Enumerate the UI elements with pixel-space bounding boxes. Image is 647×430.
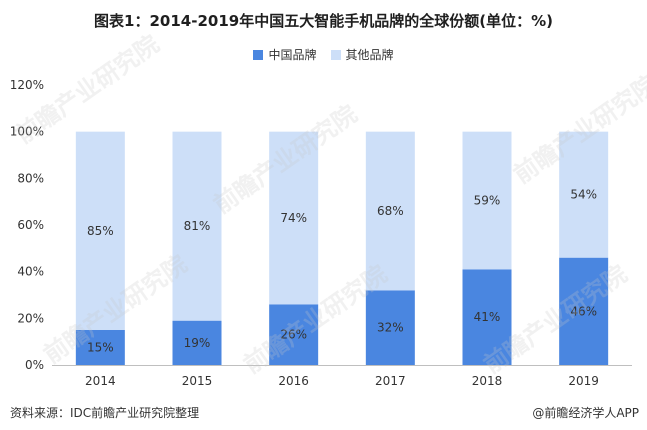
bar-china [269, 304, 319, 365]
bar-china [559, 257, 609, 365]
data-label: 15% [87, 341, 114, 355]
bar-other [462, 131, 512, 270]
brand-note: @前瞻经济学人APP [532, 406, 639, 420]
bar-china [462, 269, 512, 365]
x-tick-label: 2017 [375, 374, 406, 388]
bar-china [75, 330, 125, 365]
legend-swatch-other [330, 49, 341, 60]
bar-china [172, 320, 222, 365]
y-tick-label: 20% [17, 311, 44, 325]
source-note: 资料来源：IDC前瞻产业研究院整理 [10, 406, 200, 420]
y-tick-label: 60% [17, 218, 44, 232]
bar-other [172, 131, 222, 321]
bar-other [559, 131, 609, 258]
x-tick-label: 2019 [568, 374, 599, 388]
legend-label-other: 其他品牌 [345, 48, 394, 62]
stacked-bar-chart: 0% 20% 40% 60% 80% 100% 120% 15% 85% 2014 19% 81% 20… [10, 78, 632, 388]
x-tick-label: 2014 [85, 374, 116, 388]
data-label: 32% [377, 321, 404, 335]
data-label: 68% [377, 204, 404, 218]
x-tick-label: 2015 [182, 374, 213, 388]
data-label: 81% [184, 219, 211, 233]
bar-other [269, 131, 319, 305]
bar-china [365, 290, 415, 365]
data-label: 26% [280, 328, 307, 342]
bar-other [365, 131, 415, 291]
legend-item-other: 其他品牌 [330, 46, 394, 63]
data-label: 41% [474, 310, 501, 324]
data-label: 46% [570, 304, 597, 318]
x-tick-label: 2018 [472, 374, 503, 388]
legend: 中国品牌 其他品牌 [0, 46, 647, 63]
bar-other [75, 131, 125, 330]
data-label: 54% [570, 188, 597, 202]
data-label: 59% [474, 194, 501, 208]
legend-label-china: 中国品牌 [268, 48, 317, 62]
chart-title: 图表1：2014-2019年中国五大智能手机品牌的全球份额(单位：%) [94, 12, 553, 30]
y-tick-label: 0% [25, 358, 44, 372]
y-tick-label: 100% [10, 125, 44, 139]
data-label: 74% [280, 211, 307, 225]
x-tick-label: 2016 [278, 374, 309, 388]
y-tick-label: 120% [10, 78, 44, 92]
data-label: 85% [87, 224, 114, 238]
data-label: 19% [184, 336, 211, 350]
y-tick-label: 40% [17, 265, 44, 279]
legend-swatch-china [253, 49, 264, 60]
legend-item-china: 中国品牌 [253, 46, 317, 63]
y-tick-label: 80% [17, 171, 44, 185]
